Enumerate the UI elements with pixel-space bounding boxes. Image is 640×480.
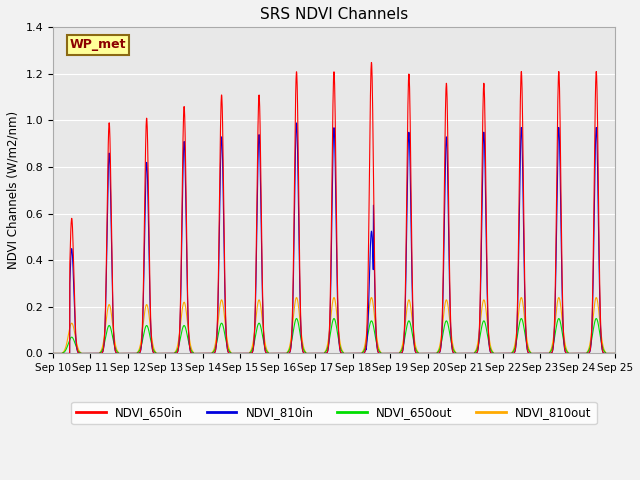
- Title: SRS NDVI Channels: SRS NDVI Channels: [260, 7, 408, 22]
- Y-axis label: NDVI Channels (W/m2/nm): NDVI Channels (W/m2/nm): [7, 111, 20, 269]
- Legend: NDVI_650in, NDVI_810in, NDVI_650out, NDVI_810out: NDVI_650in, NDVI_810in, NDVI_650out, NDV…: [72, 402, 596, 424]
- Text: WP_met: WP_met: [70, 38, 126, 51]
